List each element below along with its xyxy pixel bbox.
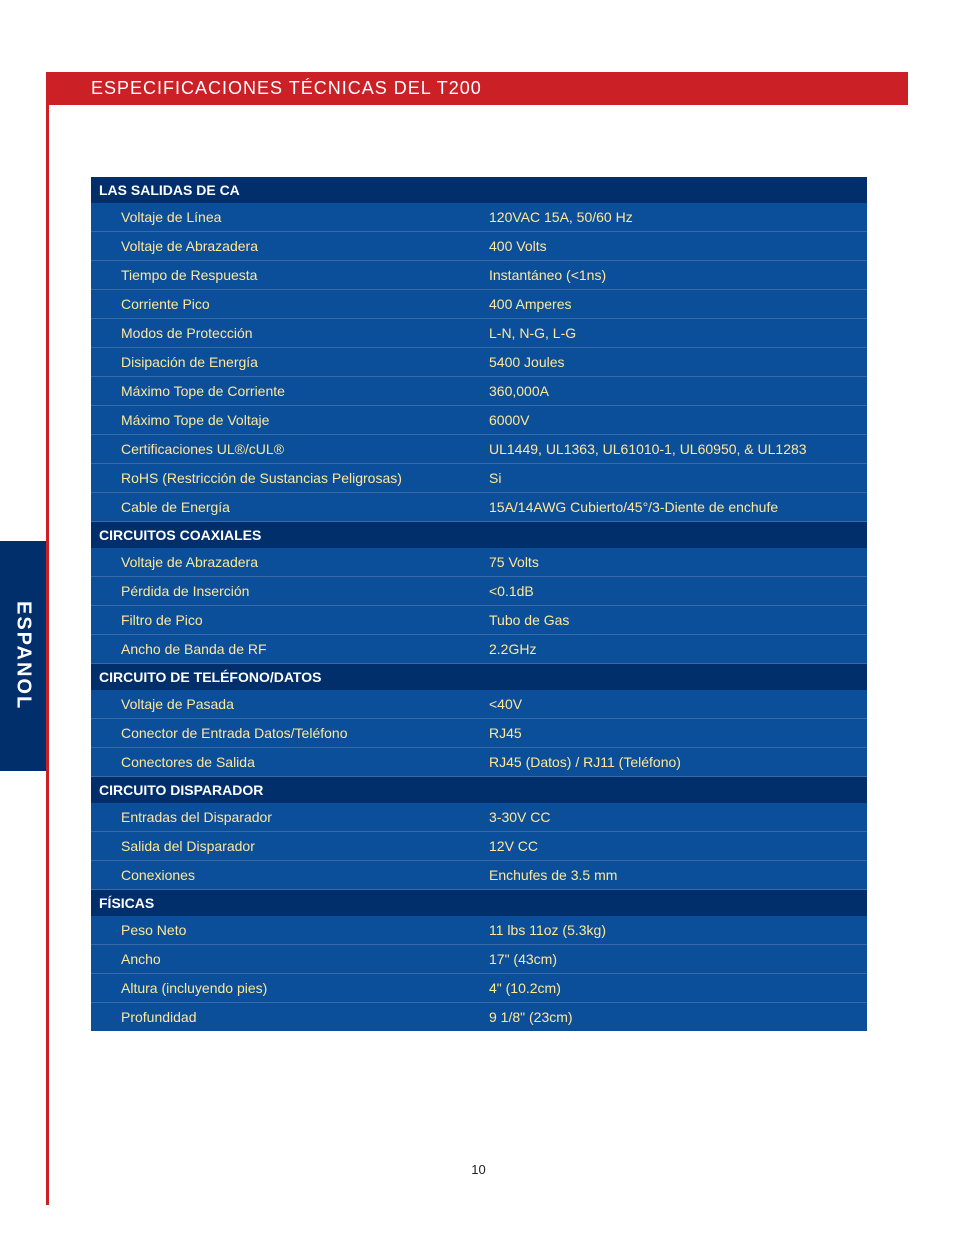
- row-label: Salida del Disparador: [91, 832, 481, 860]
- table-row: Cable de Energía15A/14AWG Cubierto/45°/3…: [91, 493, 867, 522]
- table-row: Filtro de PicoTubo de Gas: [91, 606, 867, 635]
- row-label: Peso Neto: [91, 916, 481, 944]
- table-row: Máximo Tope de Corriente360,000A: [91, 377, 867, 406]
- row-label: Entradas del Disparador: [91, 803, 481, 831]
- row-value: 3-30V CC: [481, 803, 867, 831]
- page-header-bar: ESPECIFICACIONES TÉCNICAS DEL T200: [49, 72, 908, 105]
- table-row: Máximo Tope de Voltaje6000V: [91, 406, 867, 435]
- row-label: Disipación de Energía: [91, 348, 481, 376]
- page-container: ESPECIFICACIONES TÉCNICAS DEL T200 LAS S…: [46, 72, 908, 1205]
- table-row: Voltaje de Abrazadera400 Volts: [91, 232, 867, 261]
- row-label: Modos de Protección: [91, 319, 481, 347]
- language-tab-text: ESPANOL: [12, 601, 35, 710]
- row-label: Voltaje de Abrazadera: [91, 548, 481, 576]
- row-value: 400 Amperes: [481, 290, 867, 318]
- row-label: Voltaje de Pasada: [91, 690, 481, 718]
- section-header: LAS SALIDAS DE CA: [91, 177, 867, 203]
- table-row: Voltaje de Pasada<40V: [91, 690, 867, 719]
- row-value: 12V CC: [481, 832, 867, 860]
- section-header: CIRCUITOS COAXIALES: [91, 522, 867, 548]
- row-label: Conector de Entrada Datos/Teléfono: [91, 719, 481, 747]
- table-row: Certificaciones UL®/cUL®UL1449, UL1363, …: [91, 435, 867, 464]
- table-row: Corriente Pico400 Amperes: [91, 290, 867, 319]
- page-title: ESPECIFICACIONES TÉCNICAS DEL T200: [91, 78, 482, 98]
- table-row: Altura (incluyendo pies)4" (10.2cm): [91, 974, 867, 1003]
- section-header: FÍSICAS: [91, 890, 867, 916]
- row-label: Ancho de Banda de RF: [91, 635, 481, 663]
- table-row: Ancho de Banda de RF2.2GHz: [91, 635, 867, 664]
- row-label: Voltaje de Línea: [91, 203, 481, 231]
- row-label: Conectores de Salida: [91, 748, 481, 776]
- row-value: 5400 Joules: [481, 348, 867, 376]
- row-value: 6000V: [481, 406, 867, 434]
- language-tab: ESPANOL: [0, 541, 46, 771]
- page-number: 10: [49, 1162, 908, 1177]
- row-label: Pérdida de Inserción: [91, 577, 481, 605]
- table-row: Tiempo de RespuestaInstantáneo (<1ns): [91, 261, 867, 290]
- row-label: RoHS (Restricción de Sustancias Peligros…: [91, 464, 481, 492]
- row-value: 360,000A: [481, 377, 867, 405]
- row-label: Conexiones: [91, 861, 481, 889]
- row-label: Voltaje de Abrazadera: [91, 232, 481, 260]
- row-value: L-N, N-G, L-G: [481, 319, 867, 347]
- table-row: Conectores de SalidaRJ45 (Datos) / RJ11 …: [91, 748, 867, 777]
- row-value: 120VAC 15A, 50/60 Hz: [481, 203, 867, 231]
- row-label: Filtro de Pico: [91, 606, 481, 634]
- row-label: Cable de Energía: [91, 493, 481, 521]
- table-row: Modos de ProtecciónL-N, N-G, L-G: [91, 319, 867, 348]
- row-label: Certificaciones UL®/cUL®: [91, 435, 481, 463]
- row-value: RJ45: [481, 719, 867, 747]
- row-value: 75 Volts: [481, 548, 867, 576]
- table-row: Pérdida de Inserción<0.1dB: [91, 577, 867, 606]
- row-value: Si: [481, 464, 867, 492]
- row-label: Tiempo de Respuesta: [91, 261, 481, 289]
- row-value: 11 lbs 11oz (5.3kg): [481, 916, 867, 944]
- row-value: 9 1/8" (23cm): [481, 1003, 867, 1031]
- row-value: 17" (43cm): [481, 945, 867, 973]
- row-value: Instantáneo (<1ns): [481, 261, 867, 289]
- section-header: CIRCUITO DISPARADOR: [91, 777, 867, 803]
- spec-table: LAS SALIDAS DE CAVoltaje de Línea120VAC …: [91, 177, 867, 1031]
- row-value: 2.2GHz: [481, 635, 867, 663]
- row-value: <0.1dB: [481, 577, 867, 605]
- table-row: Voltaje de Línea120VAC 15A, 50/60 Hz: [91, 203, 867, 232]
- row-value: Enchufes de 3.5 mm: [481, 861, 867, 889]
- row-label: Máximo Tope de Voltaje: [91, 406, 481, 434]
- table-row: Ancho17" (43cm): [91, 945, 867, 974]
- table-row: Conector de Entrada Datos/TeléfonoRJ45: [91, 719, 867, 748]
- row-label: Ancho: [91, 945, 481, 973]
- table-row: ConexionesEnchufes de 3.5 mm: [91, 861, 867, 890]
- row-value: RJ45 (Datos) / RJ11 (Teléfono): [481, 748, 867, 776]
- row-value: <40V: [481, 690, 867, 718]
- row-label: Altura (incluyendo pies): [91, 974, 481, 1002]
- row-label: Corriente Pico: [91, 290, 481, 318]
- row-value: 400 Volts: [481, 232, 867, 260]
- section-header: CIRCUITO DE TELÉFONO/DATOS: [91, 664, 867, 690]
- table-row: Profundidad9 1/8" (23cm): [91, 1003, 867, 1031]
- row-value: UL1449, UL1363, UL61010-1, UL60950, & UL…: [481, 435, 867, 463]
- row-value: 4" (10.2cm): [481, 974, 867, 1002]
- table-row: Peso Neto11 lbs 11oz (5.3kg): [91, 916, 867, 945]
- table-row: RoHS (Restricción de Sustancias Peligros…: [91, 464, 867, 493]
- table-row: Entradas del Disparador3-30V CC: [91, 803, 867, 832]
- row-value: 15A/14AWG Cubierto/45°/3-Diente de enchu…: [481, 493, 867, 521]
- row-label: Profundidad: [91, 1003, 481, 1031]
- table-row: Salida del Disparador12V CC: [91, 832, 867, 861]
- table-row: Voltaje de Abrazadera75 Volts: [91, 548, 867, 577]
- row-value: Tubo de Gas: [481, 606, 867, 634]
- row-label: Máximo Tope de Corriente: [91, 377, 481, 405]
- table-row: Disipación de Energía5400 Joules: [91, 348, 867, 377]
